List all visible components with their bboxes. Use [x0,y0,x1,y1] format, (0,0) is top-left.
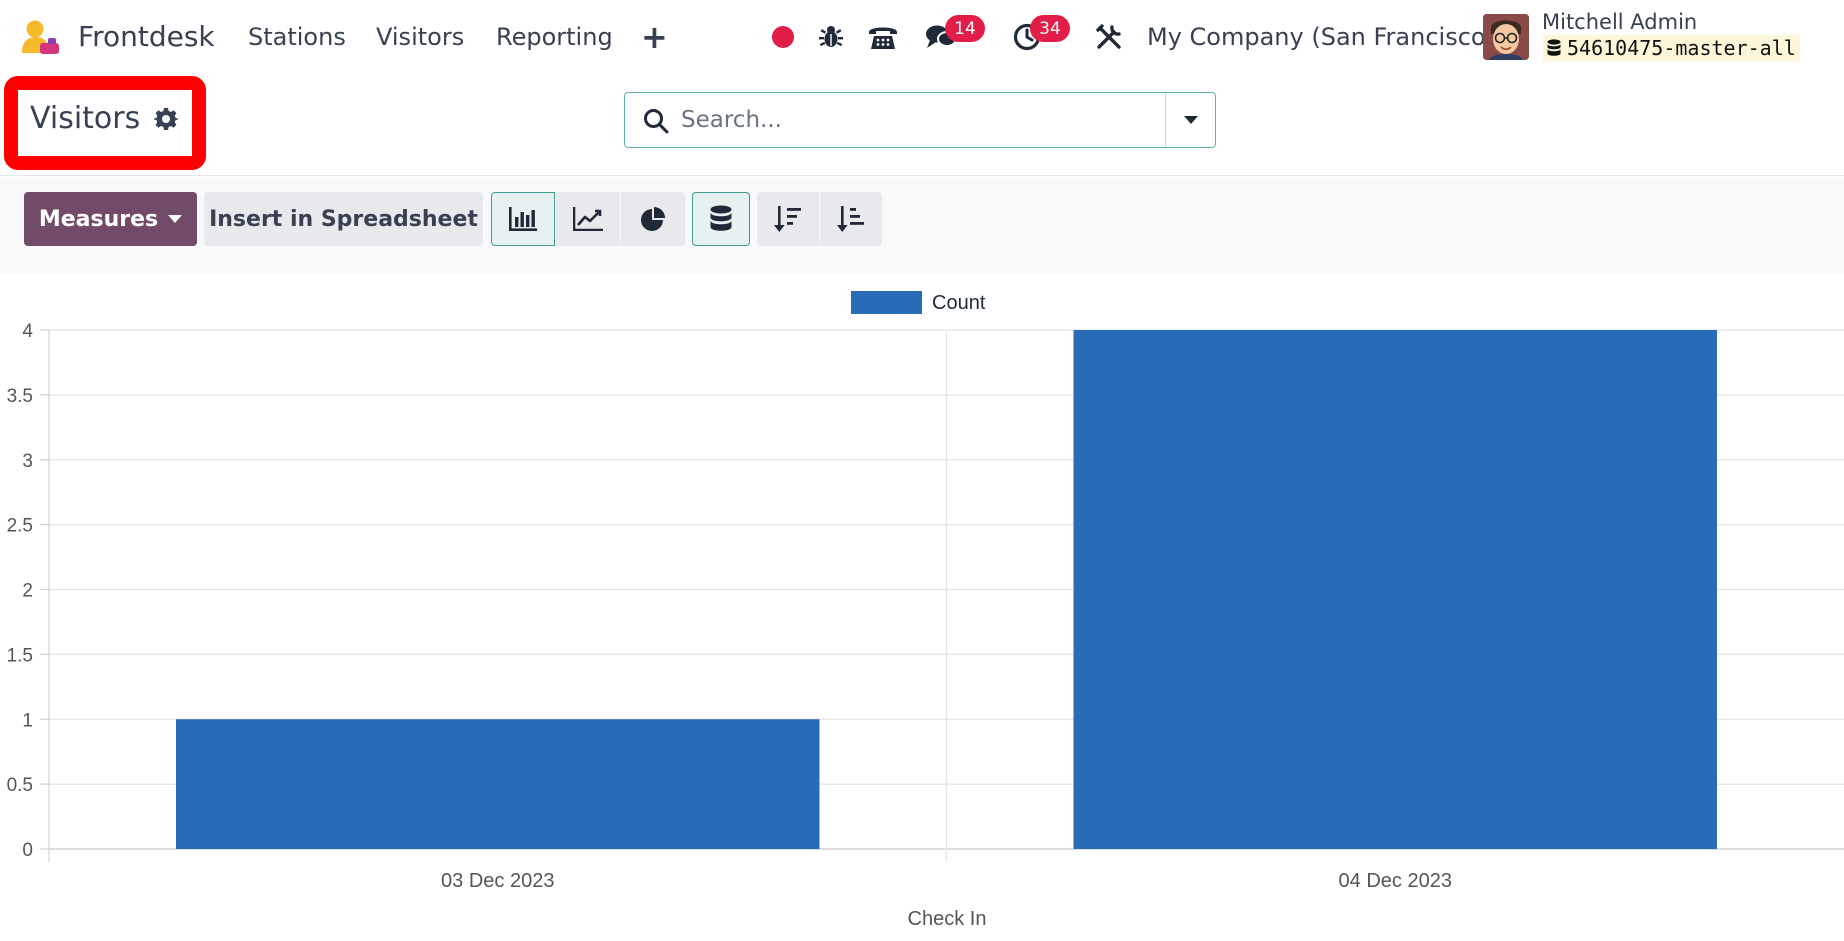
messages-badge: 14 [945,15,985,42]
insert-spreadsheet-button[interactable]: Insert in Spreadsheet [204,192,483,246]
sort-ascending-button[interactable] [820,192,882,246]
pie-chart-icon [641,207,665,231]
menu-stations[interactable]: Stations [248,23,346,51]
y-axis-ticks: 0 0.5 1 1.5 2 2.5 3 3.5 4 [7,321,34,861]
x-tick-label: 03 Dec 2023 [441,870,554,892]
activities-badge: 34 [1030,15,1070,42]
pie-chart-button[interactable] [621,192,685,246]
sort-descending-icon [774,206,801,232]
bar-chart-button[interactable] [491,192,555,246]
measures-button[interactable]: Measures [24,192,197,246]
line-chart-icon [573,207,603,231]
user-name[interactable]: Mitchell Admin [1542,10,1698,34]
database-badge: 54610475-master-all [1543,35,1800,61]
y-tick-label: 0 [22,840,33,861]
main-navbar: Frontdesk Stations Visitors Reporting + [0,0,1844,74]
app-name[interactable]: Frontdesk [78,20,215,53]
y-tick-label: 2 [22,581,33,602]
bar[interactable] [1073,330,1718,849]
avatar[interactable] [1483,14,1529,60]
y-tick-label: 3 [22,451,33,472]
bar-chart: 0 0.5 1 1.5 2 2.5 3 3.5 4 03 Dec 2023 04 Dec 2023… [0,274,1844,941]
chart-bars [175,330,1718,849]
search-options-toggle[interactable] [1165,93,1215,147]
search-input[interactable] [681,103,1081,137]
x-axis-label: Check In [908,908,987,930]
sort-descending-button[interactable] [757,192,819,246]
page-title: Visitors [30,101,141,136]
legend-swatch [851,291,922,314]
menu-reporting[interactable]: Reporting [496,23,613,51]
caret-down-icon [1183,116,1198,124]
search-bar [624,92,1216,148]
y-tick-label: 0.5 [7,775,33,796]
database-icon [710,205,732,231]
tools-icon[interactable] [1092,20,1126,54]
search-icon [644,109,669,134]
chart-legend[interactable]: Count [851,291,986,314]
bar-chart-icon [509,207,537,231]
sort-ascending-icon [837,206,864,232]
measures-label: Measures [38,206,159,232]
x-tick-label: 04 Dec 2023 [1339,870,1452,892]
bug-icon[interactable] [814,20,848,54]
y-tick-label: 1.5 [7,645,33,666]
frontdesk-app-icon[interactable] [20,19,62,59]
x-axis-ticks: 03 Dec 2023 04 Dec 2023 [441,870,1452,892]
phone-icon[interactable] [866,20,900,54]
stacked-button[interactable] [692,192,750,246]
line-chart-button[interactable] [556,192,620,246]
record-icon[interactable] [766,20,800,54]
menu-visitors[interactable]: Visitors [376,23,465,51]
y-tick-label: 1 [22,710,33,731]
y-tick-label: 4 [22,321,33,342]
y-tick-label: 3.5 [7,386,33,407]
gear-icon[interactable] [154,107,179,131]
legend-label: Count [932,292,986,314]
database-name: 54610475-master-all [1567,36,1796,60]
breadcrumb: Visitors [30,101,179,136]
bar[interactable] [175,719,820,849]
caret-down-icon [168,214,183,223]
database-icon [1547,39,1561,56]
plus-icon[interactable]: + [641,18,668,56]
company-switcher[interactable]: My Company (San Francisco) [1147,23,1495,51]
y-tick-label: 2.5 [7,516,33,537]
